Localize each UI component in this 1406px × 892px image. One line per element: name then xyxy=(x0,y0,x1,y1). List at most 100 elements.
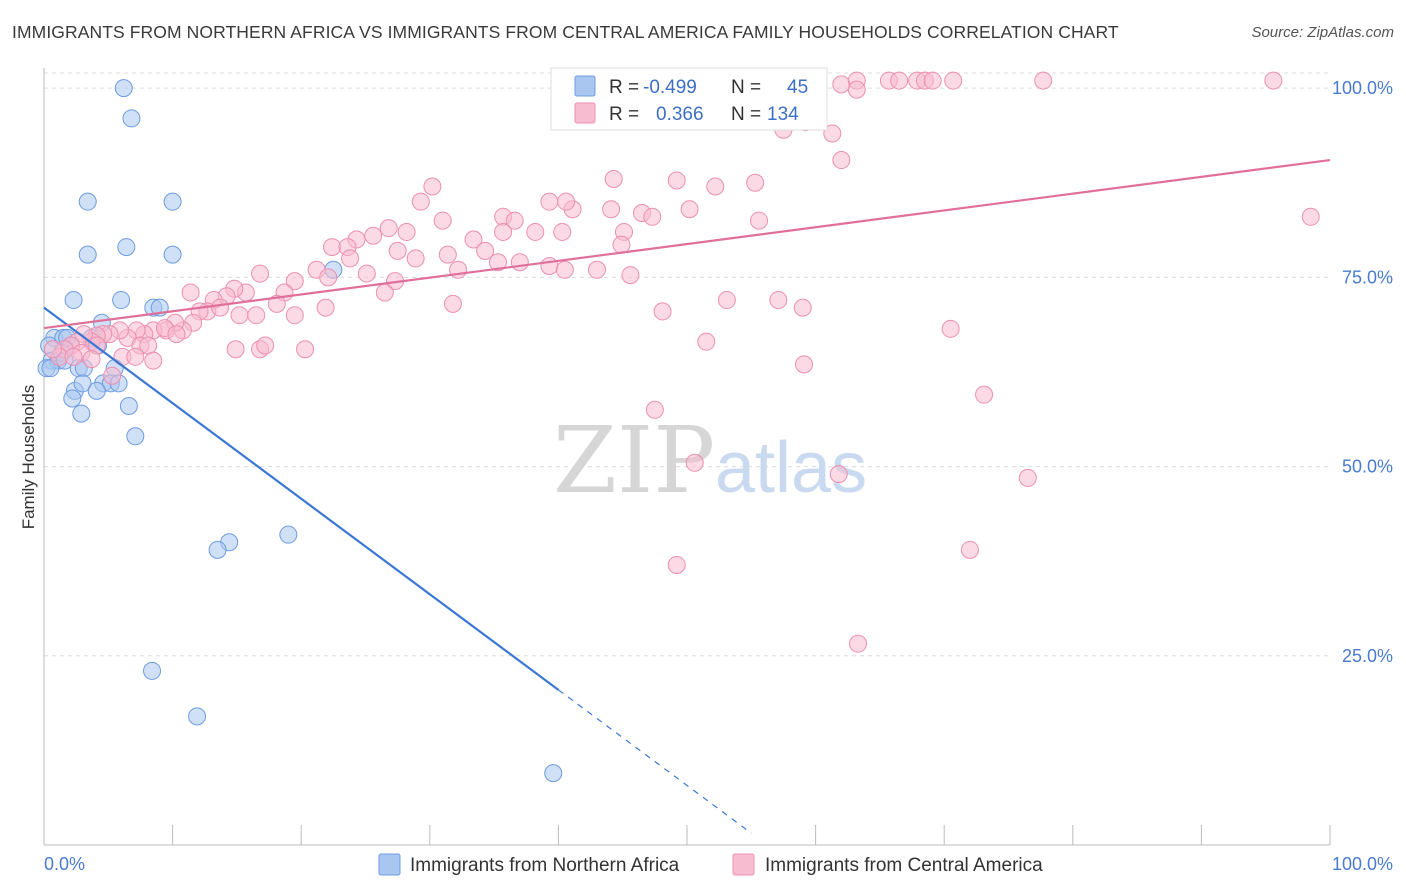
point-s1-16 xyxy=(423,177,442,196)
legend-r-label-0: R = xyxy=(609,77,639,98)
point-s1-25 xyxy=(602,200,621,219)
point-s0-2 xyxy=(78,192,97,211)
point-s0-42 xyxy=(143,661,162,680)
point-s1-29 xyxy=(643,207,662,226)
point-s1-39 xyxy=(323,238,342,257)
point-s0-33 xyxy=(73,374,92,393)
point-s1-63 xyxy=(267,294,286,313)
point-s1-45 xyxy=(553,222,572,241)
point-s1-111 xyxy=(126,347,145,366)
point-s1-50 xyxy=(488,253,507,272)
point-s0-6 xyxy=(163,245,182,264)
legend-swatch-central-america xyxy=(574,102,596,124)
point-s1-103 xyxy=(167,325,186,344)
point-s1-124 xyxy=(829,465,848,484)
point-s0-1 xyxy=(122,109,141,128)
source-attribution: Source: ZipAtlas.com xyxy=(1251,24,1394,41)
y-tick-label-3: 100.0% xyxy=(1332,78,1393,98)
point-s1-74 xyxy=(285,306,304,325)
point-s1-73 xyxy=(247,306,266,325)
point-s1-120 xyxy=(795,355,814,374)
point-s1-5 xyxy=(890,71,909,90)
point-s0-36 xyxy=(119,397,138,416)
point-s1-38 xyxy=(364,226,383,245)
x-axis-ticks xyxy=(43,825,1331,845)
point-s1-54 xyxy=(587,260,606,279)
x-tick-label-min: 0.0% xyxy=(44,854,85,874)
bottom-legend: Immigrants from Northern Africa Immigran… xyxy=(378,853,1043,876)
point-s1-77 xyxy=(316,298,335,317)
point-s1-127 xyxy=(667,555,686,574)
point-s1-114 xyxy=(793,298,812,317)
point-s1-125 xyxy=(1018,468,1037,487)
point-s1-43 xyxy=(464,230,483,249)
point-s1-31 xyxy=(505,211,524,230)
point-s1-19 xyxy=(706,177,725,196)
point-s1-28 xyxy=(750,211,769,230)
trend-line-s1 xyxy=(43,158,1331,330)
point-s1-52 xyxy=(540,257,559,275)
chart-title: IMMIGRANTS FROM NORTHERN AFRICA VS IMMIG… xyxy=(12,22,1119,42)
point-s1-44 xyxy=(438,245,457,264)
point-s1-12 xyxy=(847,80,866,99)
y-tick-label-2: 75.0% xyxy=(1342,267,1393,287)
point-s1-35 xyxy=(379,219,398,238)
point-s1-123 xyxy=(685,453,704,472)
point-s1-53 xyxy=(555,260,574,279)
point-s1-56 xyxy=(341,249,360,268)
point-s1-119 xyxy=(697,332,716,351)
point-s1-55 xyxy=(621,266,640,285)
point-s1-96 xyxy=(44,340,63,359)
point-s1-42 xyxy=(406,249,425,268)
point-s0-40 xyxy=(208,540,227,559)
bottom-legend-label-central-america: Immigrants from Central America xyxy=(765,855,1043,876)
point-s1-34 xyxy=(433,211,452,230)
point-s1-117 xyxy=(717,291,736,310)
series-northern-africa-points xyxy=(37,79,563,783)
point-s0-43 xyxy=(188,707,207,726)
point-s0-4 xyxy=(78,245,97,264)
point-s1-108 xyxy=(256,336,275,355)
bottom-legend-label-northern-africa: Immigrants from Northern Africa xyxy=(410,855,680,876)
point-s1-112 xyxy=(82,350,101,369)
point-s1-60 xyxy=(319,268,338,287)
point-s1-64 xyxy=(251,264,270,283)
point-s1-115 xyxy=(653,302,672,321)
point-s1-27 xyxy=(680,200,699,219)
point-s0-8 xyxy=(64,291,83,310)
series-central-america-points xyxy=(44,71,1320,653)
bottom-legend-swatch-northern-africa xyxy=(378,853,401,876)
point-s1-51 xyxy=(510,253,529,272)
legend-r-value-0: -0.499 xyxy=(643,77,697,98)
point-s1-61 xyxy=(285,272,304,291)
point-s0-41 xyxy=(279,525,298,544)
point-s1-17 xyxy=(604,169,623,188)
point-s0-38 xyxy=(126,427,145,446)
point-s1-76 xyxy=(443,294,462,313)
y-tick-labels: 25.0% 50.0% 75.0% 100.0% xyxy=(1332,78,1393,666)
legend-r-label-1: R = xyxy=(609,104,639,125)
point-s1-105 xyxy=(144,351,163,370)
point-s1-130 xyxy=(1301,207,1320,226)
watermark: ZIP atlas xyxy=(553,407,867,514)
trend-lines xyxy=(43,158,1331,834)
point-s1-21 xyxy=(411,192,430,211)
point-s1-15 xyxy=(823,124,842,143)
point-s0-35 xyxy=(63,389,82,408)
point-s0-3 xyxy=(163,192,182,211)
y-tick-label-0: 25.0% xyxy=(1342,646,1393,666)
legend-n-value-0: 45 xyxy=(787,77,808,98)
point-s1-33 xyxy=(526,222,545,241)
point-s0-9 xyxy=(112,291,131,310)
point-s1-18 xyxy=(667,171,686,190)
legend-box: R = -0.499 N = 45 R = 0.366 N = 134 xyxy=(550,67,828,131)
point-s1-109 xyxy=(296,340,315,359)
point-s1-41 xyxy=(388,241,407,260)
legend-frame xyxy=(550,67,828,131)
point-s1-71 xyxy=(211,298,230,317)
point-s1-72 xyxy=(230,306,249,325)
y-tick-label-1: 50.0% xyxy=(1342,457,1393,477)
point-s1-46 xyxy=(476,241,495,260)
bottom-legend-swatch-central-america xyxy=(732,853,755,876)
